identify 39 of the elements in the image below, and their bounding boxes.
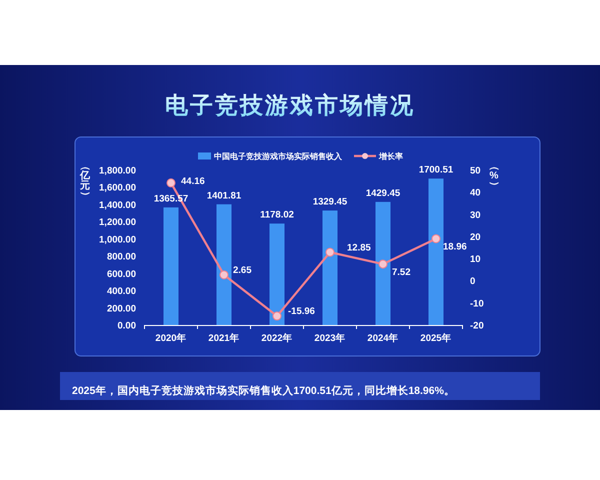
data-label: 18.96 <box>443 242 467 253</box>
y-tick-label: 1,800.00 <box>99 166 136 176</box>
y2-tick-label: 50 <box>470 166 481 176</box>
y2-tick-label: 10 <box>470 254 481 266</box>
y2-tick-label: -20 <box>470 320 484 332</box>
y-axis-title: （亿元） <box>79 161 91 201</box>
y2-tick-label: 30 <box>470 210 481 221</box>
y2-axis-title: （%） <box>488 161 500 191</box>
x-tick-label: 2021年 <box>208 332 240 344</box>
data-label: 12.85 <box>347 242 372 254</box>
data-label: 1329.45 <box>312 196 348 208</box>
chart-title: 电子竞技游戏市场情况 <box>165 92 415 118</box>
x-tick-label: 2022年 <box>261 332 293 344</box>
y-tick-label: 1,200.00 <box>99 217 136 228</box>
y2-tick-label: 20 <box>470 232 481 243</box>
y-tick-label: 800.00 <box>106 252 136 263</box>
data-label: 1401.81 <box>206 190 242 202</box>
y-tick-label: 1,600.00 <box>99 182 136 194</box>
data-label: 1429.45 <box>366 188 401 199</box>
y2-tick-label: 40 <box>470 188 481 199</box>
x-tick-label: 2025年 <box>420 332 452 344</box>
y-tick-label: 0.00 <box>118 320 136 332</box>
data-label: -15.96 <box>288 306 315 318</box>
x-tick-label: 2020年 <box>155 332 187 344</box>
x-tick-label: 2024年 <box>367 332 399 344</box>
data-label: 7.52 <box>392 267 410 278</box>
data-label: 44.16 <box>181 176 205 187</box>
y-tick-label: 1,400.00 <box>99 200 136 211</box>
data-label: 1178.02 <box>260 210 294 221</box>
y2-tick-label: 0 <box>470 276 476 288</box>
text: 2025年，国内电子竞技游戏市场实际销售收入1700.51亿元，同比增长18.96%。 <box>72 384 455 397</box>
y-tick-label: 1,000.00 <box>99 234 136 246</box>
data-label: 2.65 <box>233 264 252 276</box>
y-tick-label: 400.00 <box>106 286 136 298</box>
y-tick-label: 200.00 <box>106 303 136 314</box>
y-tick-label: 600.00 <box>106 268 136 280</box>
x-tick-label: 2023年 <box>314 332 346 344</box>
y2-tick-label: -10 <box>470 298 484 310</box>
data-label: 1700.51 <box>418 164 454 176</box>
